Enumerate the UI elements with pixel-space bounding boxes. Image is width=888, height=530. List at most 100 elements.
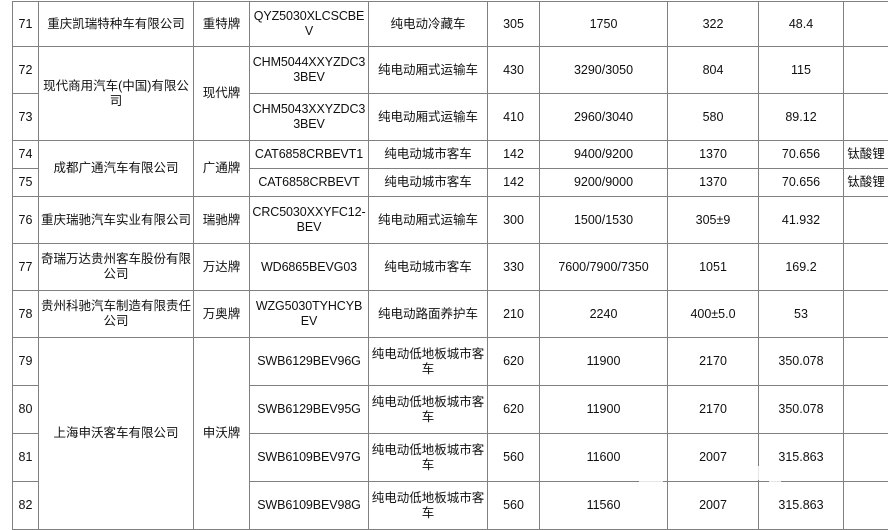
cell-type: 纯电动冷藏车 [369,2,488,47]
cell-brand: 瑞驰牌 [194,197,250,244]
cell-range: 300 [488,197,540,244]
cell-battery: 2007 [668,434,759,482]
cell-type: 纯电动路面养护车 [369,291,488,338]
table-row: 71 重庆凯瑞特种车有限公司 重特牌 QYZ5030XLCSCBEV 纯电动冷藏… [13,2,888,47]
cell-mass: 11560 [540,482,668,530]
cell-mass: 1750 [540,2,668,47]
cell-range: 620 [488,386,540,434]
cell-energy: 169.2 [759,244,844,291]
cell-note [844,434,888,482]
cell-range: 305 [488,2,540,47]
cell-brand: 重特牌 [194,2,250,47]
cell-model: WZG5030TYHCYBEV [250,291,369,338]
cell-range: 142 [488,169,540,197]
cell-note: 钛酸锂 [844,169,888,197]
cell-range: 430 [488,47,540,94]
cell-note [844,386,888,434]
cell-battery: 2007 [668,482,759,530]
cell-type: 纯电动城市客车 [369,244,488,291]
cell-energy: 53 [759,291,844,338]
cell-company: 重庆瑞驰汽车实业有限公司 [39,197,194,244]
cell-type: 纯电动城市客车 [369,169,488,197]
cell-brand: 万奥牌 [194,291,250,338]
table-row: 74 成都广通汽车有限公司 广通牌 CAT6858CRBEVT1 纯电动城市客车… [13,141,888,169]
cell-range: 142 [488,141,540,169]
cell-brand-merged: 广通牌 [194,141,250,197]
table-row: 77 奇瑞万达贵州客车股份有限公司 万达牌 WD6865BEVG03 纯电动城市… [13,244,888,291]
cell-model: CRC5030XXYFC12-BEV [250,197,369,244]
table-row: 78 贵州科驰汽车制造有限责任公司 万奥牌 WZG5030TYHCYBEV 纯电… [13,291,888,338]
cell-range: 210 [488,291,540,338]
cell-model: CAT6858CRBEVT1 [250,141,369,169]
cell-battery: 580 [668,94,759,141]
cell-model: SWB6129BEV96G [250,338,369,386]
cell-mass: 11900 [540,338,668,386]
cell-battery: 2170 [668,338,759,386]
cell-index: 81 [13,434,39,482]
cell-battery: 1051 [668,244,759,291]
cell-company: 贵州科驰汽车制造有限责任公司 [39,291,194,338]
cell-index: 73 [13,94,39,141]
cell-mass: 2960/3040 [540,94,668,141]
cell-type: 纯电动低地板城市客车 [369,386,488,434]
cell-range: 620 [488,338,540,386]
cell-type: 纯电动厢式运输车 [369,94,488,141]
cell-battery: 305±9 [668,197,759,244]
cell-range: 410 [488,94,540,141]
table-row: 79 上海申沃客车有限公司 申沃牌 SWB6129BEV96G 纯电动低地板城市… [13,338,888,386]
cell-battery: 322 [668,2,759,47]
cell-battery: 804 [668,47,759,94]
cell-mass: 1500/1530 [540,197,668,244]
cell-range: 330 [488,244,540,291]
cell-note [844,291,888,338]
cell-index: 82 [13,482,39,530]
table-row: 76 重庆瑞驰汽车实业有限公司 瑞驰牌 CRC5030XXYFC12-BEV 纯… [13,197,888,244]
cell-energy: 89.12 [759,94,844,141]
cell-model: WD6865BEVG03 [250,244,369,291]
cell-energy: 41.932 [759,197,844,244]
cell-battery: 400±5.0 [668,291,759,338]
cell-model: CAT6858CRBEVT [250,169,369,197]
cell-index: 80 [13,386,39,434]
cell-energy: 48.4 [759,2,844,47]
cell-company: 奇瑞万达贵州客车股份有限公司 [39,244,194,291]
cell-model: QYZ5030XLCSCBEV [250,2,369,47]
cell-index: 71 [13,2,39,47]
cell-index: 76 [13,197,39,244]
cell-index: 78 [13,291,39,338]
cell-note [844,338,888,386]
cell-mass: 2240 [540,291,668,338]
cell-mass: 9400/9200 [540,141,668,169]
cell-index: 75 [13,169,39,197]
cell-type: 纯电动低地板城市客车 [369,482,488,530]
cell-mass: 9200/9000 [540,169,668,197]
cell-model: SWB6129BEV95G [250,386,369,434]
cell-type: 纯电动低地板城市客车 [369,338,488,386]
cell-battery: 1370 [668,169,759,197]
cell-mass: 11600 [540,434,668,482]
cell-index: 77 [13,244,39,291]
cell-company-merged: 上海申沃客车有限公司 [39,338,194,530]
cell-type: 纯电动低地板城市客车 [369,434,488,482]
cell-range: 560 [488,434,540,482]
cell-type: 纯电动厢式运输车 [369,197,488,244]
cell-company-merged: 成都广通汽车有限公司 [39,141,194,197]
cell-note [844,94,888,141]
cell-mass: 3290/3050 [540,47,668,94]
cell-type: 纯电动城市客车 [369,141,488,169]
cell-energy: 315.863 [759,434,844,482]
cell-energy: 115 [759,47,844,94]
table-sheet: 71 重庆凯瑞特种车有限公司 重特牌 QYZ5030XLCSCBEV 纯电动冷藏… [0,0,888,499]
cell-model: SWB6109BEV97G [250,434,369,482]
cell-range: 560 [488,482,540,530]
cell-note: 钛酸锂 [844,141,888,169]
cell-battery: 2170 [668,386,759,434]
cell-model: CHM5043XXYZDC33BEV [250,94,369,141]
cell-note [844,197,888,244]
cell-brand-merged: 申沃牌 [194,338,250,530]
cell-note [844,2,888,47]
cell-mass: 7600/7900/7350 [540,244,668,291]
cell-brand: 万达牌 [194,244,250,291]
cell-energy: 70.656 [759,141,844,169]
cell-energy: 70.656 [759,169,844,197]
